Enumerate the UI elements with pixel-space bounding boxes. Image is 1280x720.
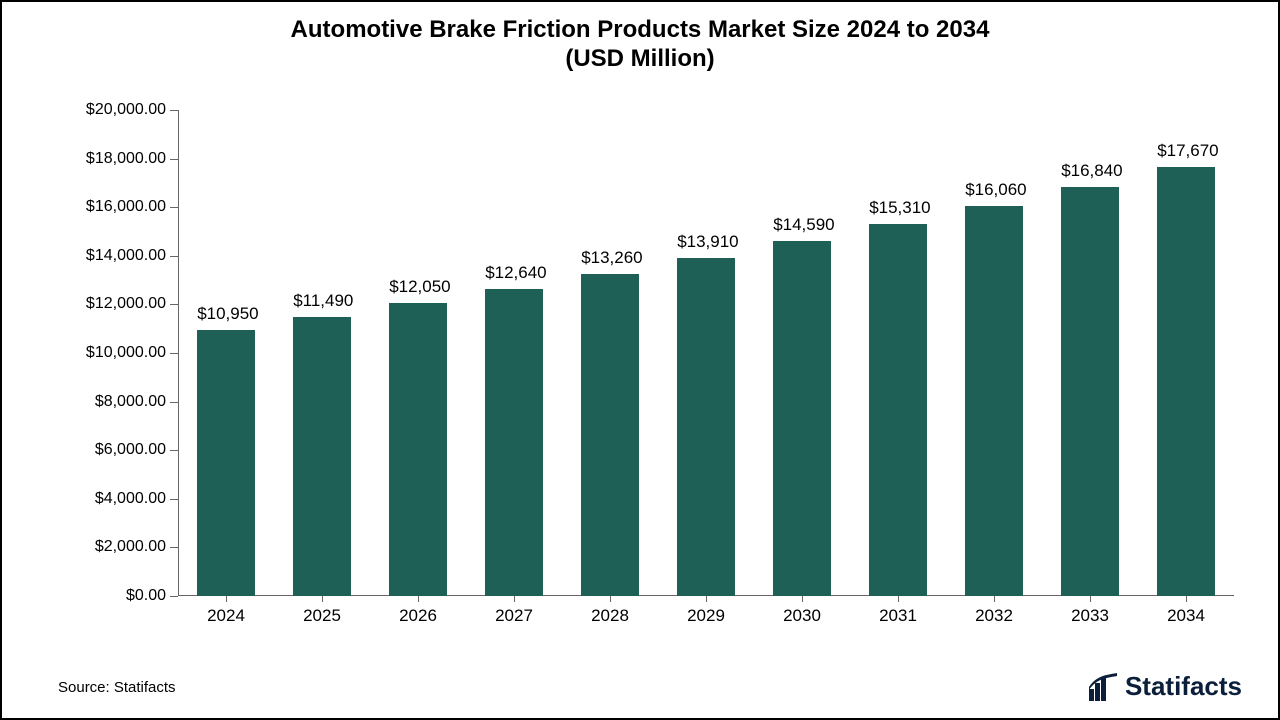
x-tick-label: 2033 (1071, 606, 1109, 626)
x-tick-label: 2028 (591, 606, 629, 626)
x-tick (226, 596, 227, 602)
brand-text: Statifacts (1125, 671, 1242, 702)
y-tick (170, 256, 178, 257)
bar: $13,260 (581, 274, 639, 596)
bar: $15,310 (869, 224, 927, 596)
chart-title-line-1: Automotive Brake Friction Products Marke… (2, 16, 1278, 45)
chart-frame: Automotive Brake Friction Products Marke… (0, 0, 1280, 720)
x-tick (418, 596, 419, 602)
bar-value-label: $13,260 (581, 248, 639, 268)
x-tick (994, 596, 995, 602)
bar: $12,640 (485, 289, 543, 596)
bar: $16,060 (965, 206, 1023, 596)
y-tick-label: $18,000.00 (86, 150, 166, 168)
y-tick (170, 596, 178, 597)
y-tick-label: $6,000.00 (95, 441, 166, 459)
y-tick-label: $2,000.00 (95, 538, 166, 556)
bar-value-label: $11,490 (293, 291, 351, 311)
bar: $11,490 (293, 317, 351, 596)
y-tick (170, 110, 178, 111)
x-tick-label: 2024 (207, 606, 245, 626)
y-tick (170, 499, 178, 500)
bar: $16,840 (1061, 187, 1119, 596)
y-tick-label: $12,000.00 (86, 295, 166, 313)
y-tick-label: $0.00 (126, 587, 166, 605)
x-tick (706, 596, 707, 602)
y-tick (170, 450, 178, 451)
bar: $17,670 (1157, 167, 1215, 596)
x-tick (322, 596, 323, 602)
source-label: Source: Statifacts (58, 679, 176, 696)
x-tick-label: 2029 (687, 606, 725, 626)
brand-logo: Statifacts (1089, 671, 1242, 702)
bar-value-label: $16,060 (965, 180, 1023, 200)
statifacts-icon (1089, 673, 1119, 701)
x-tick (610, 596, 611, 602)
y-tick-label: $20,000.00 (86, 101, 166, 119)
x-tick-label: 2031 (879, 606, 917, 626)
y-axis-line (178, 110, 179, 596)
bar-value-label: $14,590 (773, 215, 831, 235)
y-tick (170, 159, 178, 160)
y-tick (170, 547, 178, 548)
y-tick (170, 353, 178, 354)
bar-value-label: $16,840 (1061, 161, 1119, 181)
chart-title-line-2: (USD Million) (2, 45, 1278, 74)
y-tick-label: $14,000.00 (86, 247, 166, 265)
bar-value-label: $15,310 (869, 198, 927, 218)
x-tick (1186, 596, 1187, 602)
x-tick-label: 2025 (303, 606, 341, 626)
y-tick-label: $8,000.00 (95, 393, 166, 411)
x-tick (514, 596, 515, 602)
x-tick-label: 2034 (1167, 606, 1205, 626)
bar-value-label: $12,640 (485, 263, 543, 283)
x-tick (1090, 596, 1091, 602)
bar-value-label: $12,050 (389, 277, 447, 297)
bar-value-label: $13,910 (677, 232, 735, 252)
y-tick-label: $16,000.00 (86, 198, 166, 216)
y-tick (170, 207, 178, 208)
bar: $13,910 (677, 258, 735, 596)
bar-value-label: $10,950 (197, 304, 255, 324)
y-tick (170, 402, 178, 403)
y-tick (170, 304, 178, 305)
x-tick (898, 596, 899, 602)
chart-title-block: Automotive Brake Friction Products Marke… (2, 16, 1278, 74)
x-tick-label: 2030 (783, 606, 821, 626)
y-tick-label: $10,000.00 (86, 344, 166, 362)
bar-value-label: $17,670 (1157, 141, 1215, 161)
x-tick-label: 2032 (975, 606, 1013, 626)
bar: $10,950 (197, 330, 255, 596)
x-tick-label: 2027 (495, 606, 533, 626)
y-tick-label: $4,000.00 (95, 490, 166, 508)
x-tick-label: 2026 (399, 606, 437, 626)
x-tick (802, 596, 803, 602)
bar: $14,590 (773, 241, 831, 596)
plot-area: $0.00$2,000.00$4,000.00$6,000.00$8,000.0… (178, 110, 1234, 596)
bar: $12,050 (389, 303, 447, 596)
